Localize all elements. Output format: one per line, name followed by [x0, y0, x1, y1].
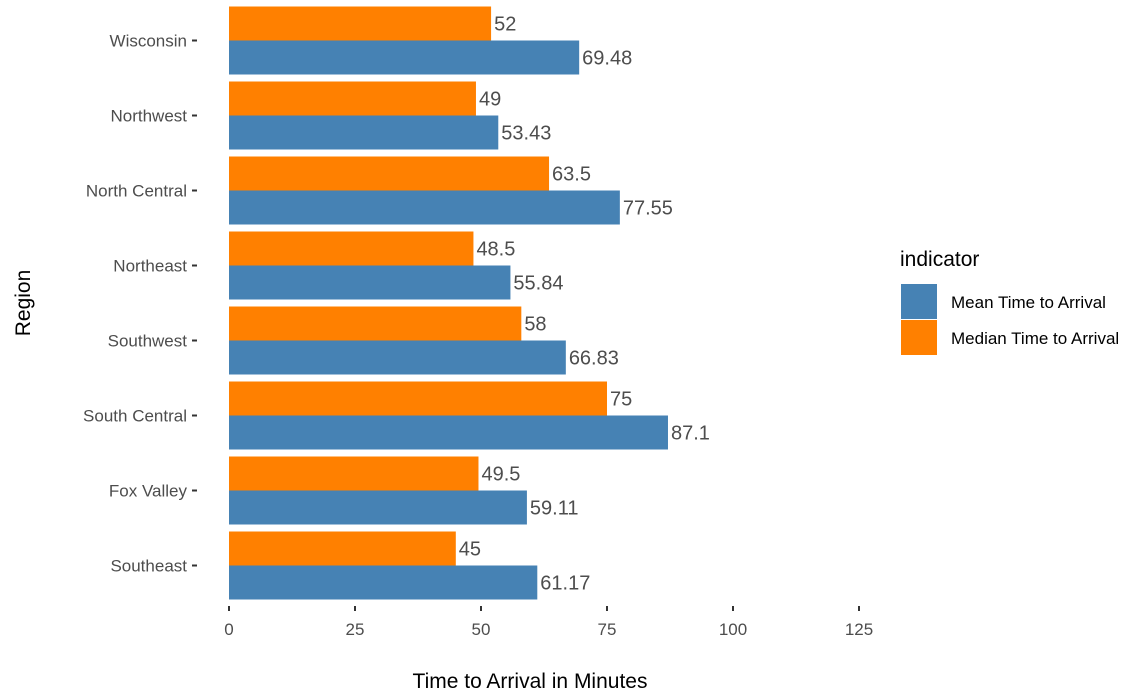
data-label-median-southeast: 45	[459, 539, 481, 561]
y-tick-label-south-central: South Central	[83, 407, 187, 426]
x-tick-label-0: 0	[224, 620, 233, 639]
bar-median-southeast	[229, 531, 456, 566]
x-tick-label-125: 125	[845, 620, 873, 639]
legend-title: indicator	[900, 248, 979, 271]
bars-layer	[229, 6, 668, 600]
data-label-median-south-central: 75	[610, 389, 632, 411]
data-label-median-southwest: 58	[524, 314, 546, 336]
legend-swatch-mean-time-to-arrival	[901, 284, 937, 319]
bar-mean-southeast	[229, 565, 538, 600]
bar-median-wisconsin	[229, 6, 492, 41]
bar-mean-wisconsin	[229, 40, 580, 75]
x-axis-title: Time to Arrival in Minutes	[413, 670, 648, 691]
y-tick-label-wisconsin: Wisconsin	[110, 32, 187, 51]
y-tick-label-southeast: Southeast	[110, 557, 187, 576]
bar-mean-southwest	[229, 340, 566, 375]
data-label-mean-wisconsin: 69.48	[582, 48, 632, 70]
data-label-median-northwest: 49	[479, 89, 501, 111]
y-tick-label-northeast: Northeast	[113, 257, 187, 276]
data-label-mean-southwest: 66.83	[569, 348, 619, 370]
legend-swatch-median-time-to-arrival	[901, 320, 937, 355]
bar-median-north-central	[229, 156, 550, 191]
data-label-median-fox-valley: 49.5	[481, 464, 520, 486]
x-tick-label-25: 25	[346, 620, 365, 639]
bar-mean-north-central	[229, 190, 620, 225]
bar-mean-northeast	[229, 265, 511, 300]
bar-median-south-central	[229, 381, 607, 416]
data-label-median-north-central: 63.5	[552, 164, 591, 186]
data-label-mean-south-central: 87.1	[671, 423, 710, 445]
x-axis: 0 25 50 75 100 125	[224, 606, 873, 639]
y-axis-title: Region	[12, 270, 35, 337]
data-label-mean-northeast: 55.84	[513, 273, 563, 295]
bar-mean-northwest	[229, 115, 499, 150]
bar-median-southwest	[229, 306, 522, 341]
bar-median-fox-valley	[229, 456, 479, 491]
bar-mean-south-central	[229, 415, 668, 450]
bar-mean-fox-valley	[229, 490, 527, 525]
data-label-mean-northwest: 53.43	[501, 123, 551, 145]
y-axis: Wisconsin Northwest North Central Northeast…	[83, 32, 197, 576]
y-tick-label-northwest: Northwest	[110, 107, 187, 126]
data-label-mean-fox-valley: 59.11	[530, 498, 579, 520]
data-label-median-northeast: 48.5	[476, 239, 515, 261]
data-label-mean-southeast: 61.17	[540, 573, 590, 595]
legend: indicator Mean Time to Arrival Median Tim…	[900, 248, 1119, 355]
x-tick-label-50: 50	[472, 620, 491, 639]
x-tick-label-75: 75	[598, 620, 617, 639]
y-tick-label-southwest: Southwest	[108, 332, 188, 351]
x-tick-label-100: 100	[719, 620, 747, 639]
data-label-mean-north-central: 77.55	[623, 198, 673, 220]
legend-entries: Mean Time to Arrival Median Time to Arriv…	[901, 284, 1119, 355]
data-label-median-wisconsin: 52	[494, 14, 516, 36]
legend-label-median-time-to-arrival: Median Time to Arrival	[951, 329, 1119, 348]
legend-label-mean-time-to-arrival: Mean Time to Arrival	[951, 293, 1106, 312]
y-tick-label-north-central: North Central	[86, 182, 187, 201]
y-tick-label-fox-valley: Fox Valley	[109, 482, 188, 501]
bar-median-northwest	[229, 81, 476, 116]
bar-median-northeast	[229, 231, 474, 266]
